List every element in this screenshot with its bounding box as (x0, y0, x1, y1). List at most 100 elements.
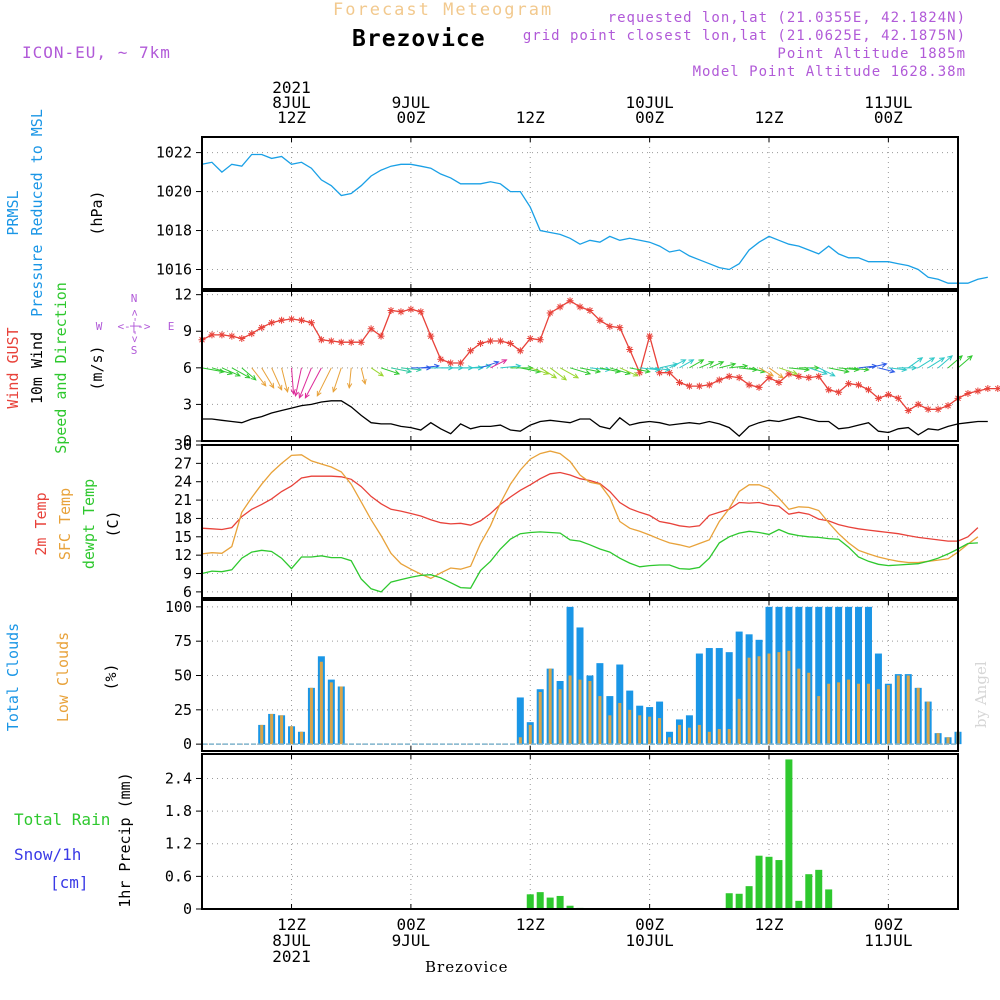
wind-direction-arrow (828, 367, 849, 373)
y-tick-label: 0 (183, 735, 192, 753)
wind-direction-arrow (370, 367, 384, 377)
total-clouds-bar (715, 648, 723, 745)
precip-frame (201, 753, 959, 910)
wind-direction-arrow (559, 367, 579, 379)
compass-south: S (131, 344, 138, 357)
rain-bar (526, 894, 534, 909)
wind-arrowhead (947, 355, 953, 361)
wind-direction-arrow (251, 367, 267, 387)
y-tick-label: 24 (174, 473, 192, 491)
wind-arrowhead (298, 392, 304, 399)
low-clouds-bar (777, 652, 781, 745)
low-clouds-bar (538, 691, 542, 745)
panel-axis-label: 2m Temp (32, 492, 50, 555)
gust-marker (248, 330, 256, 338)
gust-marker (815, 372, 823, 380)
wind-direction-arrow (480, 361, 499, 369)
wind-direction-arrow (937, 355, 953, 369)
y-tick-label: 1020 (156, 183, 192, 201)
wind-arrowhead (283, 386, 290, 393)
wind-arrowhead (551, 373, 558, 379)
gust-marker (228, 332, 236, 340)
gust-marker (218, 331, 226, 339)
low-clouds-bar (668, 737, 672, 745)
low-clouds-bar (568, 675, 572, 745)
gust-marker (457, 359, 465, 367)
wind-arrowhead (244, 373, 251, 379)
wind-direction-arrow (221, 367, 241, 377)
total-clouds-bar (864, 606, 872, 745)
wind-direction-arrow (699, 361, 714, 369)
wind-direction-arrow (500, 365, 521, 369)
low-clouds-bar (837, 682, 841, 745)
gust-marker (477, 339, 485, 347)
top-time-tick-label: 12Z (516, 108, 545, 127)
gust-marker (795, 372, 803, 380)
gust-marker (845, 380, 853, 388)
rain-bar (546, 897, 554, 909)
total-clouds-bar (845, 606, 853, 745)
panel-axis-label: Low Clouds (54, 632, 72, 722)
gust-marker (785, 370, 793, 378)
low-clouds-bar (876, 689, 880, 745)
y-tick-label: 1.8 (165, 802, 192, 820)
gust-marker (874, 394, 882, 402)
wind-direction-arrow (649, 367, 670, 371)
gust-marker (407, 305, 415, 313)
low-clouds-bar (598, 696, 602, 745)
wind-arrowhead (708, 361, 715, 366)
top-time-tick-label: 00Z (396, 108, 425, 127)
low-clouds-bar (737, 698, 741, 745)
gust-marker (666, 369, 674, 377)
wind-arrowhead (361, 378, 367, 385)
gust-marker (755, 383, 763, 391)
gust-marker (735, 374, 743, 382)
low-clouds-bar (906, 675, 910, 745)
gust-marker (377, 332, 385, 340)
low-clouds-bar (926, 701, 930, 745)
wind-arrowhead (477, 365, 484, 371)
wind-direction-arrow (294, 367, 302, 396)
gust-marker (725, 372, 733, 380)
wind-direction-arrow (304, 367, 322, 399)
wind-direction-arrow (530, 367, 549, 375)
wind-direction-arrow (729, 365, 748, 369)
wind-arrowhead (501, 359, 508, 365)
low-clouds-bar (946, 737, 950, 745)
y-tick-label: 6 (183, 583, 192, 601)
wind-direction-arrow (709, 361, 724, 369)
low-clouds-bar (638, 715, 642, 745)
wind-direction-arrow (261, 367, 275, 389)
gust-marker (984, 385, 992, 393)
gust-marker (337, 338, 345, 346)
low-clouds-bar (797, 668, 801, 745)
low-clouds-bar (319, 661, 323, 745)
bottom-time-tick-label: 2021 (272, 947, 311, 966)
gust-marker (934, 405, 942, 413)
total-clouds-bar (825, 606, 833, 745)
panel-axis-label: Wind GUST (4, 327, 22, 408)
low-clouds-bar (727, 729, 731, 745)
wind-direction-arrow (231, 367, 251, 379)
gust-marker (715, 376, 723, 384)
wind-arrowhead (347, 382, 353, 389)
compass-west: W (96, 320, 103, 333)
gust-marker (516, 347, 524, 355)
low-clouds-bar (747, 657, 751, 745)
wind-arrowhead (929, 357, 936, 363)
wind-frame (201, 290, 959, 442)
top-time-tick-label: 8JUL (272, 93, 311, 112)
y-tick-label: 12 (174, 546, 192, 564)
gust-marker (417, 308, 425, 316)
low-clouds-bar (558, 689, 562, 745)
10m-wind-line (202, 400, 988, 437)
wind-arrowhead (234, 371, 241, 377)
low-clouds-bar (329, 682, 333, 745)
low-clouds-bar (280, 715, 284, 745)
wind-direction-arrow (838, 367, 859, 371)
wind-arrowhead (290, 388, 296, 395)
low-clouds-bar (290, 726, 294, 745)
wind-direction-arrow (348, 367, 352, 388)
wind-direction-arrow (420, 365, 439, 369)
low-clouds-bar (548, 668, 552, 745)
